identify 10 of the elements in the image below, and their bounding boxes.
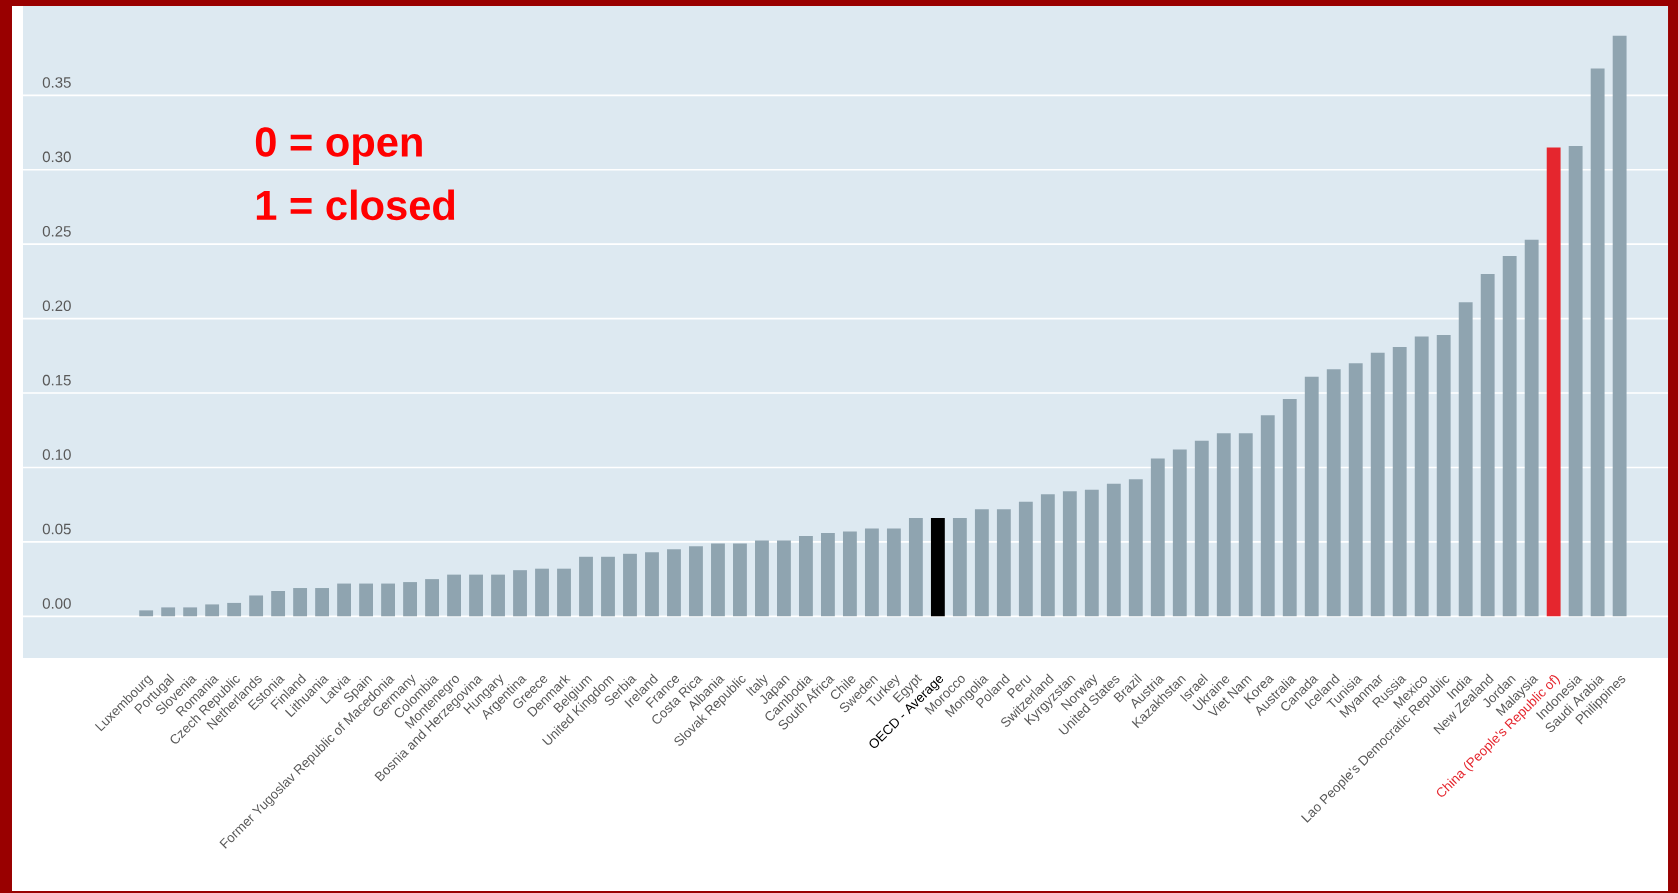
annotation: 1 = closed bbox=[256, 189, 455, 221]
y-tick-label: 0.15 bbox=[42, 374, 71, 386]
y-tick-label: 0.00 bbox=[42, 598, 71, 609]
y-tick-label: 0.10 bbox=[42, 449, 71, 460]
y-tick-label: 0.20 bbox=[42, 300, 71, 312]
y-tick-label: 0.35 bbox=[42, 77, 71, 88]
y-tick-label: 0.25 bbox=[42, 225, 71, 237]
y-tick-label: 0.05 bbox=[42, 523, 71, 535]
annotation: 0 = open bbox=[255, 127, 422, 166]
y-tick-label: 0.30 bbox=[42, 151, 71, 163]
